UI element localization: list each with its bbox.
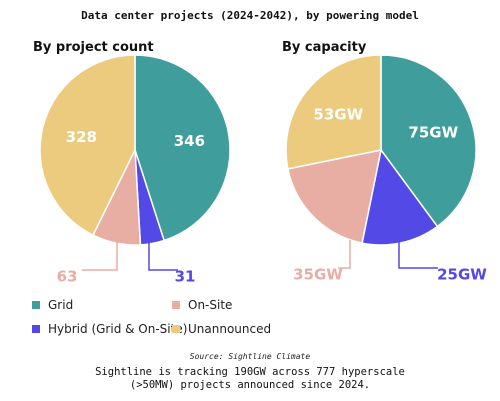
pie-slice-hybrid — [361, 148, 439, 246]
legend: Grid On-Site Hybrid (Grid & On-Site) Unanno… — [32, 298, 292, 336]
slice-label-unannounced: 53GW — [313, 106, 363, 124]
legend-label: Hybrid (Grid & On-Site) — [48, 322, 188, 336]
slice-label-hybrid: 31 — [175, 268, 196, 286]
pie-slice-grid — [380, 54, 477, 228]
leader-line-hybrid — [148, 240, 178, 271]
chart-title: Data center projects (2024-2042), by pow… — [81, 9, 419, 22]
legend-label: Grid — [48, 298, 74, 312]
slice-label-grid: 75GW — [408, 123, 458, 141]
leader-line-on-site — [338, 240, 351, 269]
pie-capacity: 75GW 25GW 35GW 53GW — [285, 54, 487, 284]
footnote-line-2: (>50MW) projects announced since 2024. — [129, 379, 371, 391]
legend-item-hybrid: Hybrid (Grid & On-Site) — [32, 322, 187, 336]
legend-item-on-site: On-Site — [172, 298, 292, 312]
leader-line-on-site — [82, 240, 118, 271]
legend-swatch — [172, 301, 180, 309]
slice-label-hybrid: 25GW — [437, 266, 487, 284]
legend-label: On-Site — [188, 298, 233, 312]
slice-label-on-site: 35GW — [293, 266, 343, 284]
pie-project-count: 346 31 63 328 — [39, 54, 231, 286]
pie-slice-unannounced — [285, 54, 382, 170]
pie-slice-grid — [134, 54, 231, 242]
leader-line-hybrid — [398, 240, 438, 269]
pie-slice-unannounced — [39, 54, 136, 237]
pie-slice-on-site — [287, 149, 382, 244]
slice-label-unannounced: 328 — [66, 128, 97, 146]
legend-swatch — [32, 325, 40, 333]
legend-label: Unannounced — [188, 322, 272, 336]
footnote-line-1: Sightline is tracking 190GW across 777 h… — [95, 366, 405, 378]
pie-title-project-count: By project count — [33, 40, 154, 55]
footnote: Sightline is tracking 190GW across 777 h… — [0, 366, 500, 392]
source-note: Source: Sightline Climate — [189, 352, 311, 361]
legend-item-grid: Grid — [32, 298, 172, 312]
slice-label-grid: 346 — [174, 132, 205, 150]
legend-swatch — [32, 301, 40, 309]
legend-item-unannounced: Unannounced — [172, 322, 292, 336]
pie-title-capacity: By capacity — [282, 40, 367, 55]
pie-charts: By project count By capacity 3463163328 … — [33, 40, 487, 286]
slice-label-on-site: 63 — [57, 268, 78, 286]
legend-swatch — [172, 325, 180, 333]
